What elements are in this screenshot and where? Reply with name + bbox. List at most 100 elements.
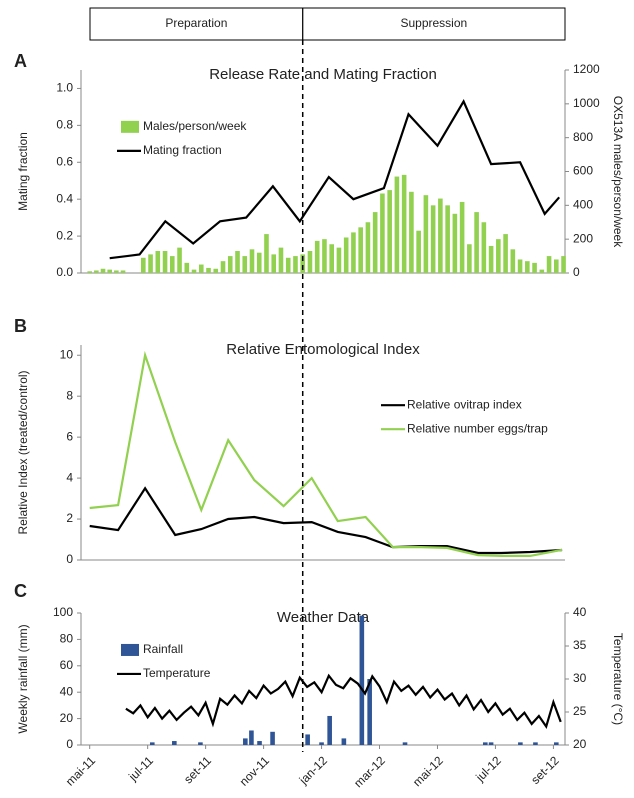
bar	[120, 270, 126, 273]
bar	[401, 174, 407, 273]
x-tick-label: mai-11	[63, 753, 98, 788]
bar	[235, 251, 240, 273]
bar	[149, 742, 155, 745]
chart-title: Release Rate and Mating Fraction	[209, 66, 437, 83]
y2-tick-label: 0	[573, 265, 580, 279]
bar	[343, 237, 349, 273]
legend-label: Temperature	[143, 666, 211, 680]
bar	[270, 731, 275, 745]
y-tick-label: 2	[66, 511, 73, 525]
y2-tick-label: 600	[573, 164, 593, 178]
y-tick-label: 10	[60, 347, 74, 361]
bar	[546, 256, 552, 273]
bar	[198, 742, 203, 745]
y-tick-label: 0.0	[56, 265, 73, 279]
bar	[307, 251, 313, 273]
bar	[293, 256, 298, 273]
bar	[423, 195, 429, 273]
y2-axis-label: OX513A males/person/week	[611, 96, 625, 248]
bar	[481, 222, 487, 273]
bar	[172, 741, 177, 745]
bar	[372, 212, 378, 273]
legend-label: Mating fraction	[143, 143, 222, 157]
y2-tick-label: 20	[573, 737, 587, 751]
phase-label: Preparation	[165, 16, 227, 30]
bar	[503, 234, 508, 273]
y2-tick-label: 200	[573, 231, 593, 245]
bar	[107, 269, 112, 273]
bar	[387, 190, 392, 273]
chart-title: Weather Data	[277, 609, 370, 626]
bar	[517, 259, 523, 273]
bar	[322, 239, 327, 273]
x-tick-label: jul-11	[125, 753, 156, 784]
bar	[351, 232, 356, 273]
bar	[430, 205, 436, 273]
bar	[213, 268, 219, 273]
bar	[409, 191, 414, 273]
bar	[169, 256, 175, 273]
y2-tick-label: 35	[573, 638, 587, 652]
bar	[206, 267, 211, 273]
bar	[402, 742, 408, 745]
bar	[327, 715, 332, 745]
y2-axis-label: Temperature (°C)	[611, 633, 625, 725]
legend-label: Relative ovitrap index	[407, 397, 522, 411]
bar	[496, 239, 501, 273]
panel-label: B	[14, 316, 27, 336]
x-tick-label: set-11	[181, 753, 214, 786]
bar	[198, 264, 204, 273]
legend-swatch	[121, 643, 139, 656]
bar	[488, 245, 494, 273]
bar	[177, 247, 182, 273]
y-tick-label: 0.2	[56, 228, 73, 242]
bar	[474, 212, 479, 273]
bar	[488, 742, 494, 745]
y-tick-label: 8	[66, 388, 73, 402]
y-tick-label: 40	[60, 684, 74, 698]
y-tick-label: 60	[60, 658, 74, 672]
bar	[249, 730, 254, 745]
bar	[148, 254, 153, 273]
y-tick-label: 0.6	[56, 154, 73, 168]
bar	[561, 256, 566, 273]
x-tick-label: mar-12	[351, 753, 388, 790]
bar	[394, 176, 400, 273]
bar	[257, 741, 262, 745]
bar	[242, 256, 248, 273]
x-tick-label: set-12	[528, 753, 562, 787]
y2-tick-label: 25	[573, 704, 587, 718]
bar	[191, 269, 197, 273]
bar	[162, 251, 168, 273]
y-tick-label: 0.4	[56, 191, 73, 205]
legend-label: Males/person/week	[143, 119, 247, 133]
bar	[271, 254, 277, 273]
y2-tick-label: 40	[573, 605, 587, 619]
bar	[184, 262, 190, 273]
bar	[467, 244, 472, 273]
y2-tick-label: 800	[573, 130, 593, 144]
bar	[141, 257, 146, 273]
y-tick-label: 0	[66, 552, 73, 566]
bar	[114, 270, 119, 273]
y-axis-label: Mating fraction	[16, 132, 30, 211]
y-tick-label: 1.0	[56, 81, 73, 95]
bar	[532, 262, 537, 273]
bar	[220, 261, 226, 273]
bar	[380, 193, 385, 273]
bar	[314, 240, 320, 273]
y-tick-label: 20	[60, 711, 74, 725]
bar	[155, 251, 161, 273]
bar	[358, 227, 363, 273]
bar	[525, 261, 530, 273]
legend-label: Rainfall	[143, 642, 183, 656]
bar	[438, 198, 443, 273]
bar	[305, 734, 310, 745]
legend-swatch	[121, 120, 139, 133]
bar	[359, 615, 365, 745]
bar	[249, 249, 255, 273]
bar	[518, 742, 523, 745]
y2-tick-label: 30	[573, 671, 587, 685]
bar	[482, 742, 488, 745]
